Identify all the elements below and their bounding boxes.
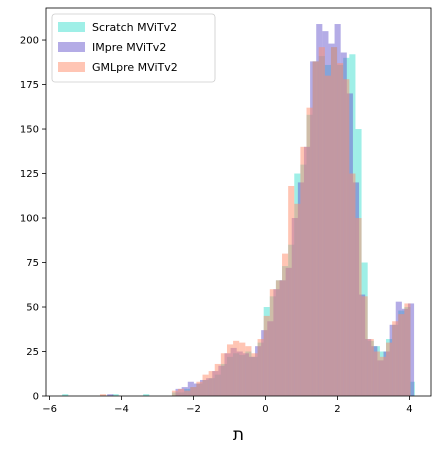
histogram-bar xyxy=(190,387,197,396)
legend-label: GMLpre MViTv2 xyxy=(92,61,178,74)
histogram-bar xyxy=(398,314,405,396)
histogram-bar xyxy=(337,63,344,397)
bars-layer xyxy=(62,24,415,397)
histogram-bar xyxy=(263,315,270,396)
histogram-bar xyxy=(143,394,150,396)
histogram-bar xyxy=(379,356,387,396)
histogram-bar xyxy=(306,107,313,397)
histogram-bar xyxy=(112,394,119,396)
histogram-bar xyxy=(251,353,258,396)
histogram-bar xyxy=(361,296,368,396)
histogram-bar xyxy=(196,381,203,396)
histogram-bar xyxy=(349,173,356,396)
x-axis-label: ת xyxy=(233,425,244,445)
histogram-bar xyxy=(220,353,227,396)
y-tick-label: 25 xyxy=(26,347,39,358)
histogram-bar xyxy=(171,390,179,396)
histogram-bar xyxy=(208,371,215,396)
legend-swatch xyxy=(58,42,85,52)
histogram-bar xyxy=(178,388,185,396)
x-tick-label: −2 xyxy=(186,404,201,415)
histogram-bar xyxy=(184,390,191,396)
x-tick-label: 4 xyxy=(406,404,412,415)
histogram-bar xyxy=(392,321,399,396)
legend-label: IMpre MViTv2 xyxy=(92,41,166,54)
plot-frame xyxy=(45,7,432,397)
y-tick-label: 175 xyxy=(20,80,39,91)
histogram-bar xyxy=(312,61,319,396)
legend-swatch xyxy=(58,62,85,72)
x-tick-label: 2 xyxy=(334,404,340,415)
y-tick-label: 50 xyxy=(26,303,39,314)
histogram-bar xyxy=(226,344,234,396)
histogram-bar xyxy=(288,185,295,396)
histogram-bar xyxy=(318,47,325,396)
histogram-bar xyxy=(257,339,264,396)
histogram-bar xyxy=(373,351,380,396)
y-tick-label: 100 xyxy=(20,214,39,225)
y-tick-label: 150 xyxy=(20,125,39,136)
histogram-bar xyxy=(233,340,240,396)
histogram-bar xyxy=(343,79,350,396)
x-tick-label: −6 xyxy=(42,404,57,415)
histogram-bar xyxy=(245,346,252,396)
histogram-bar xyxy=(407,303,415,396)
legend-swatch xyxy=(58,22,85,32)
histogram-bar xyxy=(107,394,114,396)
y-tick-label: 75 xyxy=(26,258,39,269)
histogram-bar xyxy=(99,394,107,396)
y-tick-label: 125 xyxy=(20,169,39,180)
histogram-bar xyxy=(62,394,69,396)
histogram-bar xyxy=(275,280,283,396)
histogram-bar xyxy=(202,374,209,396)
series-3 xyxy=(99,47,411,397)
histogram-bar xyxy=(294,203,301,396)
histogram-bar xyxy=(214,363,221,396)
histogram-bar xyxy=(404,303,411,396)
histogram-bar xyxy=(330,47,338,396)
x-tick-label: −4 xyxy=(114,404,129,415)
histogram-bar xyxy=(282,253,289,396)
histogram-bar xyxy=(367,339,374,396)
x-axis: −6 −4 −2 0 2 4 xyxy=(42,396,413,415)
legend-frame xyxy=(51,13,216,83)
legend-label: Scratch MViTv2 xyxy=(92,21,177,34)
histogram-bar xyxy=(386,342,393,396)
histogram-bar xyxy=(355,218,362,396)
histogram-bar xyxy=(269,289,276,396)
legend: Scratch MViTv2 IMpre MViTv2 GMLpre MViTv2 xyxy=(51,13,216,83)
x-tick-label: 0 xyxy=(262,404,268,415)
histogram-bar xyxy=(300,146,307,396)
histogram-bar xyxy=(239,342,246,396)
histogram-bar xyxy=(324,75,331,396)
y-tick-label: 0 xyxy=(33,392,39,403)
y-axis: 0 25 50 75 100 125 150 175 200 xyxy=(20,36,46,403)
y-tick-label: 200 xyxy=(20,36,39,47)
